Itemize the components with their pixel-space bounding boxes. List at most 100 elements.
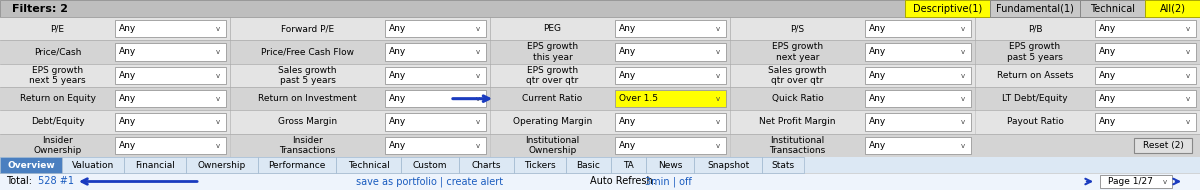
Text: v: v bbox=[1186, 120, 1190, 126]
Text: v: v bbox=[216, 143, 220, 149]
Bar bbox=[694, 157, 762, 173]
Text: v: v bbox=[1186, 26, 1190, 32]
Text: v: v bbox=[216, 73, 220, 79]
Bar bbox=[616, 90, 726, 107]
Bar bbox=[0, 0, 1200, 17]
Text: Return on Assets: Return on Assets bbox=[997, 71, 1073, 80]
Text: Any: Any bbox=[389, 24, 407, 33]
Bar bbox=[385, 137, 486, 154]
Text: v: v bbox=[216, 26, 220, 32]
Text: Any: Any bbox=[619, 141, 636, 150]
Text: Any: Any bbox=[119, 71, 137, 80]
Text: Payout Ratio: Payout Ratio bbox=[1007, 117, 1063, 127]
Bar bbox=[115, 90, 226, 107]
Text: 528 #1: 528 #1 bbox=[38, 177, 74, 187]
Text: Performance: Performance bbox=[269, 161, 325, 169]
Text: Any: Any bbox=[619, 117, 636, 127]
Text: v: v bbox=[476, 73, 480, 79]
Text: Any: Any bbox=[1099, 71, 1116, 80]
Text: Any: Any bbox=[389, 117, 407, 127]
Text: Insider
Ownership: Insider Ownership bbox=[34, 136, 82, 155]
Text: v: v bbox=[961, 50, 965, 55]
Text: v: v bbox=[1186, 73, 1190, 79]
Bar bbox=[865, 67, 971, 84]
Text: Ownership: Ownership bbox=[198, 161, 246, 169]
Bar bbox=[0, 134, 1200, 157]
Bar bbox=[458, 157, 514, 173]
Text: Any: Any bbox=[869, 24, 887, 33]
Text: Over 1.5: Over 1.5 bbox=[619, 94, 658, 103]
Bar bbox=[865, 20, 971, 37]
Text: Any: Any bbox=[619, 71, 636, 80]
Text: Gross Margin: Gross Margin bbox=[278, 117, 337, 127]
Text: v: v bbox=[961, 120, 965, 126]
Text: Filters: 2: Filters: 2 bbox=[12, 3, 68, 13]
Text: LT Debt/Equity: LT Debt/Equity bbox=[1002, 94, 1068, 103]
Text: v: v bbox=[961, 143, 965, 149]
Text: Any: Any bbox=[389, 94, 407, 103]
Text: Operating Margin: Operating Margin bbox=[512, 117, 592, 127]
Bar bbox=[1145, 0, 1200, 17]
Bar bbox=[905, 0, 990, 17]
Text: v: v bbox=[961, 26, 965, 32]
Bar bbox=[865, 90, 971, 107]
Text: v: v bbox=[716, 73, 720, 79]
Bar bbox=[0, 110, 1200, 134]
Bar bbox=[616, 43, 726, 61]
Text: Any: Any bbox=[119, 48, 137, 56]
Text: v: v bbox=[1186, 96, 1190, 102]
Bar bbox=[616, 137, 726, 154]
Text: Sales growth
qtr over qtr: Sales growth qtr over qtr bbox=[768, 66, 827, 85]
Text: EPS growth
next year: EPS growth next year bbox=[772, 42, 823, 62]
Text: Custom: Custom bbox=[413, 161, 448, 169]
Bar bbox=[115, 67, 226, 84]
Text: Snapshot: Snapshot bbox=[707, 161, 749, 169]
Bar bbox=[0, 157, 1200, 173]
Bar bbox=[566, 157, 611, 173]
Text: v: v bbox=[716, 26, 720, 32]
Bar bbox=[401, 157, 458, 173]
Text: Any: Any bbox=[389, 71, 407, 80]
Text: Any: Any bbox=[389, 141, 407, 150]
Bar bbox=[385, 113, 486, 131]
Bar bbox=[258, 157, 336, 173]
Text: Quick Ratio: Quick Ratio bbox=[772, 94, 823, 103]
Bar bbox=[616, 67, 726, 84]
Bar bbox=[646, 157, 694, 173]
Text: Tickers: Tickers bbox=[524, 161, 556, 169]
Text: News: News bbox=[658, 161, 682, 169]
Text: save as portfolio | create alert: save as portfolio | create alert bbox=[356, 176, 504, 187]
Bar bbox=[865, 137, 971, 154]
Text: Return on Equity: Return on Equity bbox=[19, 94, 96, 103]
Text: Any: Any bbox=[869, 117, 887, 127]
Text: EPS growth
this year: EPS growth this year bbox=[527, 42, 578, 62]
Bar bbox=[611, 157, 646, 173]
Text: Net Profit Margin: Net Profit Margin bbox=[760, 117, 835, 127]
Text: Current Ratio: Current Ratio bbox=[522, 94, 583, 103]
Text: Basic: Basic bbox=[576, 161, 600, 169]
Text: Any: Any bbox=[1099, 48, 1116, 56]
Text: Any: Any bbox=[119, 117, 137, 127]
Text: Page 1/27: Page 1/27 bbox=[1108, 177, 1152, 186]
Text: P/S: P/S bbox=[791, 24, 804, 33]
Bar bbox=[124, 157, 186, 173]
Text: v: v bbox=[216, 50, 220, 55]
Bar bbox=[336, 157, 401, 173]
Bar bbox=[762, 157, 804, 173]
Text: v: v bbox=[476, 120, 480, 126]
Text: Any: Any bbox=[869, 94, 887, 103]
Text: Descriptive(1): Descriptive(1) bbox=[913, 3, 982, 13]
Bar bbox=[1096, 67, 1196, 84]
Text: Charts: Charts bbox=[472, 161, 502, 169]
Text: TA: TA bbox=[623, 161, 634, 169]
Text: v: v bbox=[476, 96, 480, 102]
Bar bbox=[865, 43, 971, 61]
Text: v: v bbox=[716, 120, 720, 126]
Text: Debt/Equity: Debt/Equity bbox=[31, 117, 84, 127]
Bar bbox=[385, 43, 486, 61]
Bar bbox=[385, 20, 486, 37]
Bar bbox=[115, 20, 226, 37]
Bar bbox=[0, 64, 1200, 87]
Text: Any: Any bbox=[119, 24, 137, 33]
Text: v: v bbox=[476, 50, 480, 55]
